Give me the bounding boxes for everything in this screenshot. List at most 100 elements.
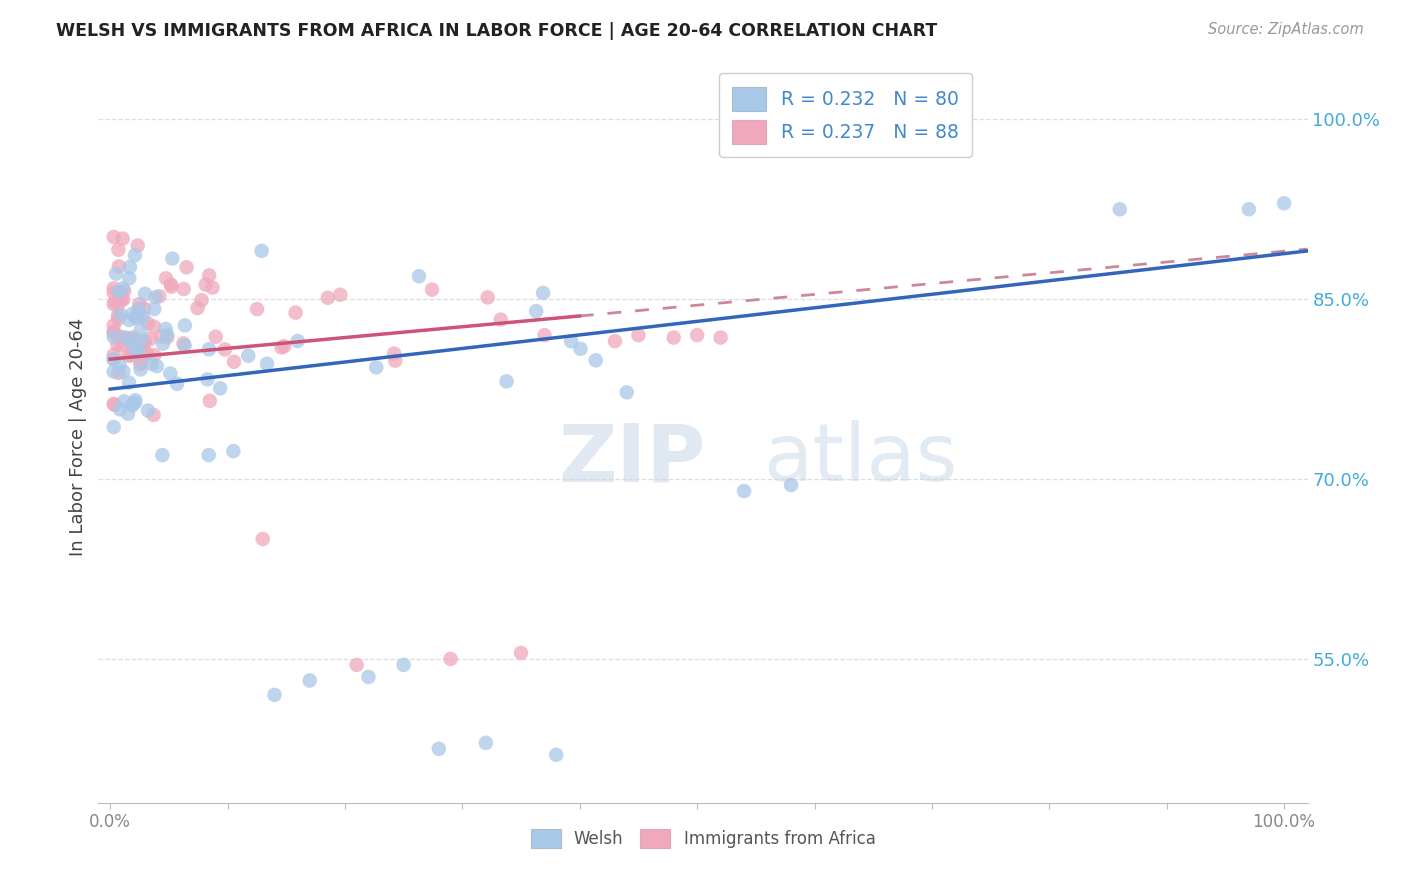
Point (124, 395, 146, 409)
Point (263, 688, 285, 702)
Point (132, 343, 155, 358)
Point (105, 267, 128, 281)
Point (129, 362, 152, 376)
Point (346, 657, 368, 672)
Point (246, 302, 269, 317)
Point (107, 243, 129, 257)
Point (132, 338, 155, 352)
Point (152, 336, 174, 351)
Point (108, 358, 131, 372)
Point (270, 340, 292, 354)
Point (510, 646, 533, 660)
Point (127, 308, 149, 322)
Point (214, 343, 236, 357)
Point (108, 402, 131, 417)
Point (118, 334, 141, 349)
Point (204, 329, 226, 343)
Point (256, 357, 278, 371)
Point (710, 330, 733, 344)
Point (128, 345, 150, 359)
Point (112, 332, 135, 346)
Point (121, 337, 143, 351)
Point (107, 296, 129, 310)
Point (156, 328, 179, 343)
Point (198, 343, 221, 357)
Point (103, 325, 125, 339)
Point (780, 478, 803, 492)
Point (103, 285, 125, 300)
Point (160, 277, 183, 292)
Point (733, 483, 755, 498)
Point (156, 330, 179, 344)
Point (197, 448, 219, 462)
Point (627, 328, 650, 343)
Point (662, 330, 685, 344)
Point (495, 375, 517, 389)
Point (150, 329, 173, 343)
Point (427, 742, 450, 756)
Point (533, 328, 555, 343)
Point (131, 334, 153, 348)
Point (131, 355, 153, 369)
Point (329, 287, 352, 301)
Point (1108, 202, 1130, 217)
Point (1272, 196, 1295, 211)
Point (489, 312, 512, 326)
Point (139, 332, 162, 346)
Point (135, 346, 157, 360)
Point (107, 309, 129, 323)
Point (392, 657, 415, 672)
Point (125, 311, 148, 326)
Point (111, 231, 134, 245)
Point (238, 349, 260, 363)
Point (103, 351, 125, 366)
Point (143, 319, 166, 334)
Point (366, 360, 388, 375)
Text: WELSH VS IMMIGRANTS FROM AFRICA IN LABOR FORCE | AGE 20-64 CORRELATION CHART: WELSH VS IMMIGRANTS FROM AFRICA IN LABOR… (56, 22, 938, 40)
Point (560, 334, 582, 349)
Point (187, 301, 209, 315)
Point (155, 322, 177, 336)
Point (118, 376, 141, 390)
Point (616, 385, 638, 400)
Point (103, 326, 125, 340)
Point (103, 398, 125, 412)
Point (209, 381, 232, 395)
Point (162, 252, 184, 266)
Point (103, 348, 125, 362)
Point (145, 290, 167, 304)
Point (127, 310, 149, 324)
Point (198, 268, 221, 283)
Point (105, 337, 128, 351)
Point (531, 285, 554, 300)
Point (124, 393, 146, 408)
Point (176, 260, 198, 275)
Point (686, 328, 709, 343)
Point (114, 330, 136, 344)
Point (134, 334, 156, 349)
Point (174, 318, 197, 333)
Point (197, 372, 219, 386)
Point (1237, 202, 1260, 217)
Point (166, 376, 188, 391)
Point (122, 330, 145, 344)
Point (439, 652, 461, 666)
Point (316, 291, 339, 305)
Point (159, 367, 181, 381)
Point (420, 283, 443, 297)
Point (222, 355, 245, 369)
Text: Source: ZipAtlas.com: Source: ZipAtlas.com (1208, 22, 1364, 37)
Point (121, 399, 143, 413)
Point (141, 357, 163, 371)
Point (173, 338, 195, 352)
Point (112, 293, 135, 307)
Point (108, 260, 131, 274)
Point (160, 279, 183, 293)
Point (585, 353, 607, 368)
Point (150, 448, 173, 462)
Text: atlas: atlas (763, 420, 957, 498)
Point (155, 271, 177, 285)
Point (125, 345, 148, 359)
Point (117, 332, 139, 346)
Point (103, 330, 125, 344)
